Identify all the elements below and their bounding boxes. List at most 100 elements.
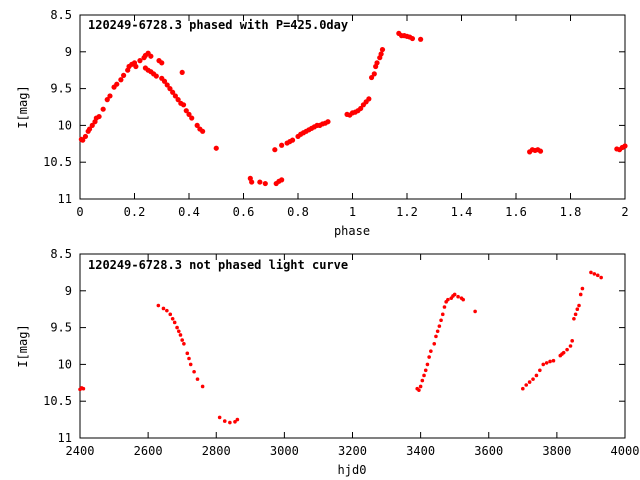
x-tick-label: 0.4 (178, 205, 200, 219)
unphased-x-ticks: 2400 2600 2800 3000 3200 3400 3600 3800 4000 (66, 254, 640, 458)
data-point (168, 312, 173, 317)
x-tick-label: 3800 (542, 444, 571, 458)
data-point (180, 338, 184, 342)
data-point (81, 386, 86, 391)
x-tick-label: 3400 (406, 444, 435, 458)
data-point (192, 369, 196, 374)
x-tick-label: 1.2 (396, 205, 418, 219)
data-point (96, 113, 102, 120)
data-point (228, 420, 232, 425)
data-point (164, 82, 170, 88)
data-point (538, 368, 542, 373)
data-point (161, 306, 166, 311)
data-point (82, 133, 89, 140)
data-point (156, 303, 161, 308)
data-point (148, 53, 154, 59)
data-point (461, 297, 466, 302)
data-point (551, 358, 556, 363)
unphased-panel: 120249-6728.3 not phased light curve hjd… (16, 247, 639, 477)
data-point (456, 294, 460, 299)
data-point (172, 93, 178, 99)
data-point (195, 377, 200, 381)
y-tick-label: 10.5 (43, 394, 72, 408)
data-point (187, 356, 191, 361)
y-tick-label: 8.5 (50, 8, 72, 22)
data-point (279, 177, 285, 183)
data-point (577, 303, 581, 308)
y-tick-label: 10 (58, 357, 72, 371)
y-tick-label: 10 (58, 118, 72, 132)
data-point (107, 93, 113, 99)
data-point (118, 77, 124, 83)
data-point (570, 339, 575, 343)
data-point (379, 46, 386, 53)
data-point (262, 180, 268, 187)
data-point (159, 60, 165, 66)
x-tick-label: 1.4 (451, 205, 473, 219)
data-point (565, 347, 569, 352)
x-tick-label: 2 (621, 205, 628, 219)
data-point (432, 341, 437, 346)
data-point (422, 373, 426, 378)
data-point (439, 318, 443, 323)
x-tick-label: 2400 (66, 444, 95, 458)
y-tick-label: 8.5 (50, 247, 72, 261)
data-point (289, 137, 296, 143)
data-point (172, 320, 177, 325)
data-point (423, 368, 428, 373)
data-point (222, 419, 227, 423)
y-tick-label: 9 (65, 45, 72, 59)
y-tick-label: 11 (58, 431, 72, 445)
data-point (578, 292, 583, 297)
data-point (534, 373, 539, 378)
data-point (544, 361, 549, 365)
data-point (121, 72, 127, 78)
x-tick-label: 3600 (474, 444, 503, 458)
data-point (182, 341, 186, 346)
data-point (170, 89, 176, 95)
unphased-chart-title: 120249-6728.3 not phased light curve (88, 258, 348, 272)
data-point (194, 122, 200, 128)
data-point (114, 81, 120, 87)
data-point (165, 308, 169, 313)
data-point (100, 106, 106, 112)
data-point (434, 334, 438, 339)
data-point (427, 355, 431, 359)
x-tick-label: 3000 (270, 444, 299, 458)
data-point (527, 380, 532, 384)
data-point (233, 420, 237, 424)
data-point (161, 78, 168, 84)
data-point (137, 58, 143, 64)
data-point (418, 36, 424, 42)
data-point (440, 312, 445, 317)
data-point (371, 71, 377, 77)
x-tick-label: 4000 (611, 444, 640, 458)
data-point (548, 359, 552, 364)
data-point (104, 97, 110, 103)
data-point (368, 74, 375, 81)
y-tick-label: 9.5 (50, 82, 72, 96)
data-point (185, 351, 190, 356)
phased-plot-frame (79, 14, 626, 200)
x-tick-label: 2600 (134, 444, 163, 458)
data-point (257, 179, 263, 185)
data-point (167, 86, 173, 92)
data-point (175, 97, 181, 103)
data-point (580, 286, 585, 291)
x-tick-label: 0.8 (287, 205, 309, 219)
phased-points (78, 30, 628, 187)
phased-y-axis-label: I[mag] (16, 85, 30, 128)
data-point (188, 362, 193, 367)
data-point (213, 145, 219, 151)
data-point (437, 324, 442, 328)
y-tick-label: 9.5 (50, 321, 72, 335)
data-point (420, 378, 425, 383)
data-point (86, 126, 93, 132)
data-point (573, 312, 578, 317)
data-point (180, 102, 187, 108)
data-point (572, 316, 576, 321)
data-point (589, 270, 593, 275)
data-point (446, 297, 450, 302)
unphased-y-axis-label: I[mag] (16, 324, 30, 367)
data-point (178, 333, 183, 337)
